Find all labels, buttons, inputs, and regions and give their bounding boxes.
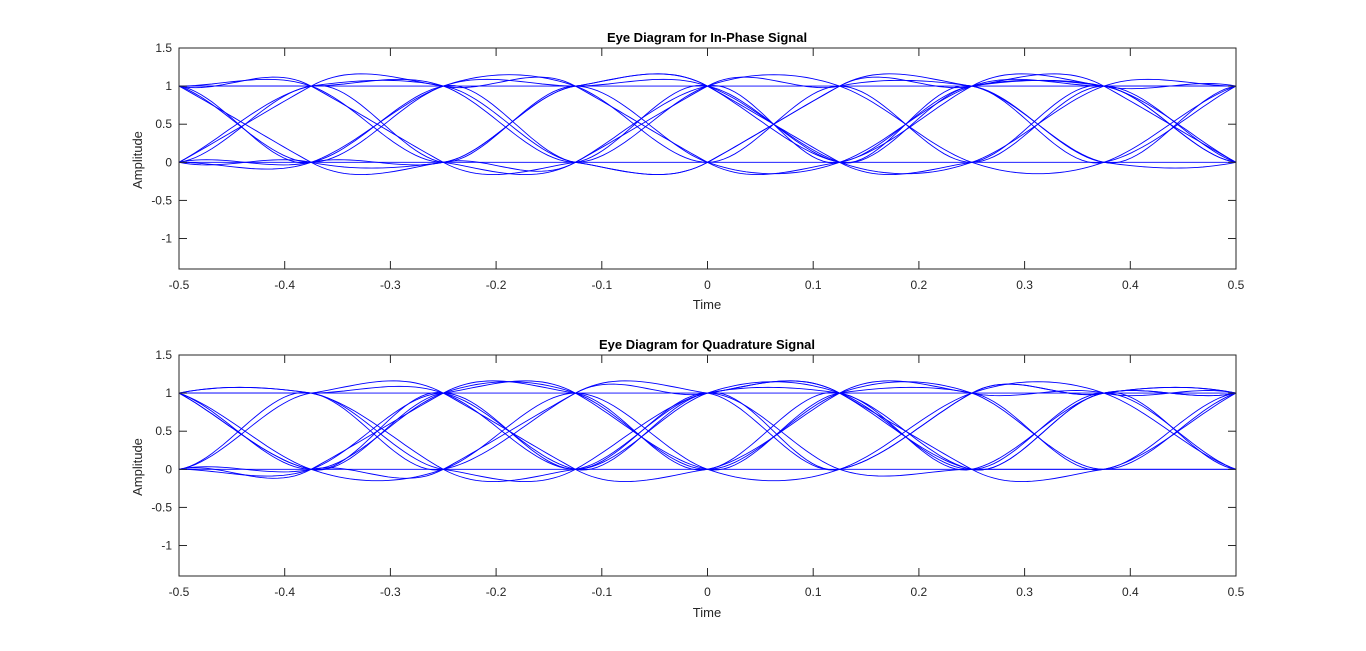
inphase-xtick-label: -0.1 — [591, 278, 612, 292]
quadrature-trace — [178, 381, 1237, 470]
inphase-trace — [178, 74, 1237, 163]
quadrature-xtick-label: -0.5 — [169, 585, 190, 599]
inphase-ytick-label: -1 — [161, 232, 172, 246]
inphase-axes-box — [178, 47, 1237, 270]
inphase-xtick-label: 0.4 — [1122, 278, 1139, 292]
quadrature-xtick-label: 0.5 — [1228, 585, 1245, 599]
inphase-ylabel: Amplitude — [130, 131, 145, 189]
inphase-ytick-label: 0 — [165, 155, 172, 169]
quadrature-axes-box — [178, 354, 1237, 577]
inphase-xtick-label: 0.1 — [805, 278, 822, 292]
quadrature-trace — [178, 383, 1237, 483]
inphase-ytick-label: 1 — [165, 79, 172, 93]
quadrature-ytick-label: 0.5 — [155, 424, 172, 438]
quadrature-xtick-label: 0 — [704, 585, 711, 599]
quadrature-title: Eye Diagram for Quadrature Signal — [599, 337, 815, 352]
inphase-subplot: Eye Diagram for In-Phase Signal Amplitud… — [130, 30, 1245, 312]
inphase-ytick-label: 0.5 — [155, 117, 172, 131]
quadrature-xtick-label: 0.4 — [1122, 585, 1139, 599]
inphase-xtick-label: 0 — [704, 278, 711, 292]
quadrature-ticks: -0.5 -0.4 -0.3 -0.2 -0.1 0 0.1 0.2 0.3 0.4 0.5 -1 -0… — [151, 348, 1244, 599]
quadrature-ytick-label: -1 — [161, 539, 172, 553]
quadrature-xlabel: Time — [693, 605, 721, 620]
inphase-trace — [178, 73, 1237, 172]
quadrature-ytick-label: 0 — [165, 462, 172, 476]
inphase-title: Eye Diagram for In-Phase Signal — [607, 30, 807, 45]
quadrature-ytick-label: 1.5 — [155, 348, 172, 362]
quadrature-trace — [178, 383, 1237, 471]
quadrature-xtick-label: -0.1 — [591, 585, 612, 599]
quadrature-xtick-label: -0.3 — [380, 585, 401, 599]
quadrature-xtick-label: 0.2 — [911, 585, 928, 599]
inphase-xtick-label: -0.2 — [486, 278, 507, 292]
quadrature-subplot: Eye Diagram for Quadrature Signal Amplit… — [130, 337, 1245, 620]
inphase-ytick-label: 1.5 — [155, 41, 172, 55]
inphase-xlabel: Time — [693, 297, 721, 312]
quadrature-ytick-label: -0.5 — [151, 500, 172, 514]
inphase-xtick-label: 0.5 — [1228, 278, 1245, 292]
quadrature-trace — [179, 381, 1237, 470]
inphase-xtick-label: 0.2 — [911, 278, 928, 292]
inphase-xtick-label: -0.4 — [274, 278, 295, 292]
quadrature-xtick-label: -0.2 — [486, 585, 507, 599]
quadrature-ytick-label: 1 — [165, 386, 172, 400]
quadrature-trace — [178, 380, 1237, 483]
quadrature-traces — [178, 380, 1237, 483]
inphase-xtick-label: -0.5 — [169, 278, 190, 292]
inphase-traces — [178, 73, 1237, 176]
inphase-ytick-label: -0.5 — [151, 193, 172, 207]
quadrature-xtick-label: -0.4 — [274, 585, 295, 599]
quadrature-ylabel: Amplitude — [130, 438, 145, 496]
quadrature-xtick-label: 0.3 — [1016, 585, 1033, 599]
inphase-xtick-label: -0.3 — [380, 278, 401, 292]
inphase-xtick-label: 0.3 — [1016, 278, 1033, 292]
quadrature-xtick-label: 0.1 — [805, 585, 822, 599]
quadrature-trace — [178, 380, 1237, 483]
